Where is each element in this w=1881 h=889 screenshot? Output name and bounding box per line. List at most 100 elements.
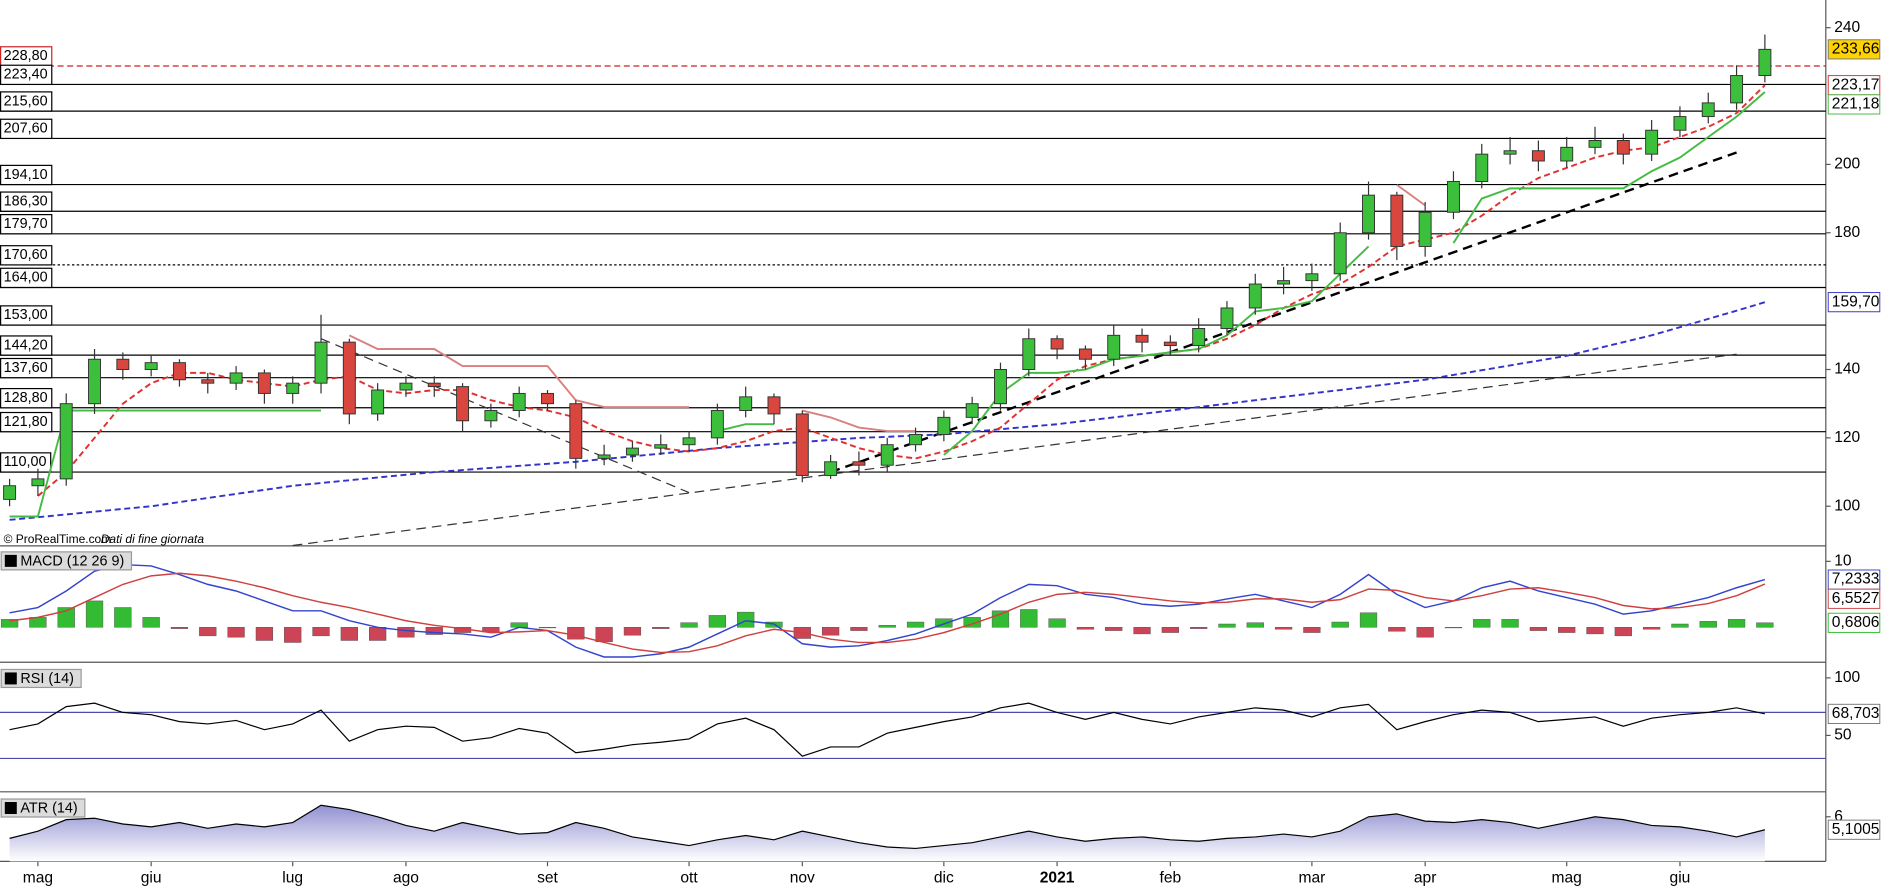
candle-body [1333,232,1347,275]
x-tick-label: giu [1670,869,1691,886]
histogram-bar [1048,618,1066,628]
level-label: 179,70 [4,216,48,232]
candle-body [880,444,894,466]
value-badge [1827,292,1881,313]
level-label-box [0,387,53,409]
candle-body [965,403,979,418]
histogram-bar [255,627,274,641]
value-badge-text: 233,66 [1832,40,1880,57]
histogram-bar [1105,627,1123,631]
y-tick-label: 140 [1834,361,1860,378]
indicator-line [348,184,1426,433]
level-label: 170,60 [4,247,48,263]
histogram-bar [1699,621,1717,628]
level-label-box [0,357,53,379]
source-note: Dati di fine giornata [101,532,205,546]
x-tick-label: mag [23,869,53,886]
panel-title-text: RSI (14) [20,671,74,687]
x-tick-label: ago [393,869,419,886]
candle-body [1362,194,1376,234]
value-badge [1827,819,1881,840]
level-label: 223,40 [4,67,48,83]
histogram-bar [595,627,613,643]
candle-body [654,444,668,449]
candle-body [1588,140,1602,148]
candle-body [1163,341,1177,347]
histogram-bar [906,621,925,628]
candle-body [229,372,243,384]
histogram-bar [737,611,755,628]
histogram-bar [1133,627,1151,635]
level-label-box [0,64,53,86]
histogram-bar [425,627,443,635]
value-badge [1827,612,1881,633]
histogram-bar [1161,627,1179,633]
candle-body [909,433,923,446]
histogram-bar [850,627,868,631]
level-label-box [0,411,53,433]
candle-body [201,379,215,384]
x-tick-label: feb [1160,869,1182,886]
histogram-bar [1218,623,1236,628]
x-tick-label: dic [934,869,954,886]
x-tick-label: 2021 [1040,869,1075,886]
candle-body [1220,307,1234,329]
level-label: 194,10 [4,167,48,183]
candle-body [1418,211,1432,247]
candle-body [172,362,186,381]
y-tick-label: 240 [1834,19,1860,36]
candle-body [371,389,385,415]
candle-body [1475,153,1489,182]
histogram-bar [1246,622,1264,628]
x-tick-label: nov [790,869,815,886]
candle-body [767,396,781,415]
histogram-bar [170,627,189,629]
level-label: 215,60 [4,93,48,109]
value-badge-text: 7,2333 [1832,571,1880,588]
level-label: 228,80 [4,48,48,64]
level-label-box [0,91,53,112]
value-badge [1827,94,1881,115]
value-badge [1827,588,1881,609]
histogram-bar [1331,621,1349,628]
value-badge-text: 68,703 [1832,705,1880,722]
candle-body [1390,194,1404,247]
candle-body [1645,129,1659,155]
candle-body [1446,181,1460,213]
histogram-bar [821,627,840,636]
candle-body [1050,338,1064,350]
candle-body [399,382,413,391]
candle-body [710,410,724,439]
x-tick-label: set [537,869,558,886]
candle-body [314,341,328,384]
candle-body [1531,150,1545,162]
level-label-box [0,245,53,266]
level-label: 144,20 [4,337,48,353]
histogram-bar [1586,627,1604,635]
histogram-bar [1473,619,1491,628]
histogram-bar [878,625,896,628]
candle-body [1135,334,1149,343]
histogram-bar [369,627,387,641]
panel-title-icon [4,802,17,815]
atr-area [9,805,1765,862]
candle-body [1107,334,1121,360]
histogram-bar [1558,627,1576,633]
value-badge [1827,703,1881,724]
histogram-bar [1359,612,1378,628]
panel-title-text: MACD (12 26 9) [20,553,124,569]
atr-line [9,804,1766,850]
y-tick-label: 10 [1834,552,1852,569]
x-tick-label: apr [1414,869,1437,886]
candle-body [144,362,158,370]
histogram-bar [85,600,104,628]
panel-title: MACD (12 26 9) [0,551,133,571]
histogram-bar [114,607,132,628]
histogram-bar [1076,627,1095,630]
histogram-bar [340,627,358,641]
histogram-bar [1303,627,1321,633]
